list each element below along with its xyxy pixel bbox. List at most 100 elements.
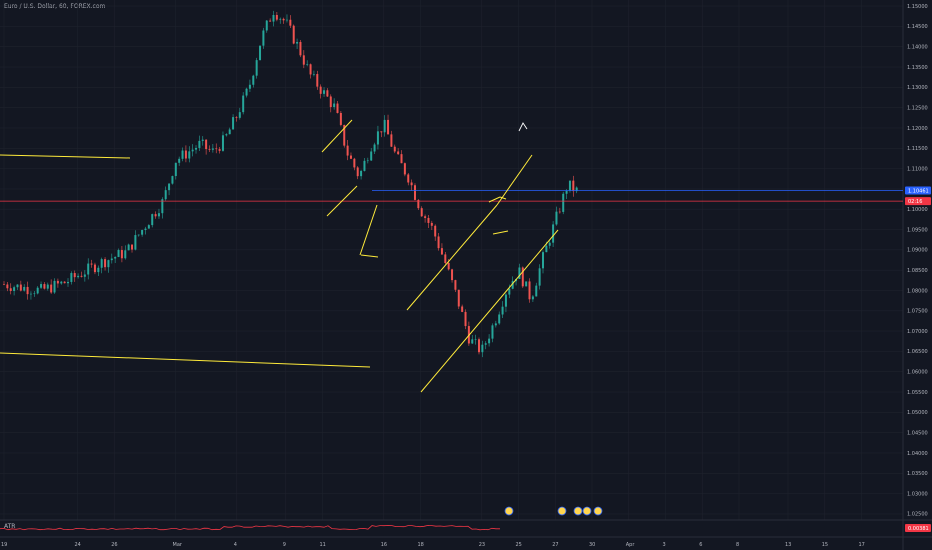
event-marker-icon [557,506,567,516]
candle-body [282,18,285,21]
candle-body [77,275,80,278]
candle-body [316,74,319,87]
y-tick-label: 1.12000 [907,126,928,132]
x-tick-label: 13 [785,542,791,548]
candle-body [484,343,487,345]
candle-body [339,112,342,125]
candle-body [562,193,565,212]
candle-body [545,245,548,253]
y-tick-label: 1.04500 [907,430,928,436]
candle-body [349,155,352,159]
candle-body [572,180,575,192]
y-tick-label: 1.09500 [907,227,928,233]
candle-body [558,211,561,213]
candle-body [107,260,110,268]
candle-body [548,242,551,246]
candle-body [575,187,578,192]
candle-body [53,280,56,293]
candle-body [56,280,59,284]
candle-body [360,170,363,177]
candle-body [117,250,120,257]
candle-body [373,144,376,152]
candle-body [211,148,214,150]
candle-body [19,284,22,291]
candle-body [525,281,528,287]
x-tick-label: 25 [516,542,522,548]
candle-body [141,230,144,235]
candle-body [413,185,416,200]
candle-body [323,90,326,94]
candle-body [181,150,184,159]
candle-body [420,208,423,217]
candle-body [309,64,312,75]
candle-body [252,75,255,85]
candle-body [407,174,410,183]
candle-body [471,339,474,344]
candle-body [488,338,491,344]
y-tick-label: 1.07000 [907,329,928,335]
candle-body [188,151,191,159]
candle-body [511,281,514,289]
y-tick-label: 1.03500 [907,471,928,477]
candle-body [245,88,248,96]
y-tick-label: 1.14000 [907,45,928,51]
candle-body [279,18,282,20]
candle-body [100,259,103,268]
y-tick-label: 1.07500 [907,309,928,315]
candle-body [366,160,369,162]
candle-body [376,131,379,145]
candle-body [491,325,494,339]
candle-body [235,117,238,118]
y-tick-label: 1.13000 [907,85,928,91]
hand-drawn-caret [518,122,528,132]
candle-body [127,244,130,251]
x-tick-label: 9 [283,542,286,548]
candle-body [370,151,373,161]
candle-body [161,199,164,214]
y-tick-label: 1.11500 [907,146,928,152]
candle-body [225,134,228,136]
candle-body [6,284,9,289]
candle-body [535,285,538,297]
candle-body [221,135,224,151]
candle-body [265,20,268,31]
candle-body [218,149,221,151]
trend-line [499,196,507,200]
y-tick-label: 1.03000 [907,491,928,497]
y-tick-label: 1.10000 [907,207,928,213]
x-tick-label: 23 [479,542,485,548]
candle-body [178,158,181,163]
y-tick-label: 1.05000 [907,410,928,416]
x-tick-label: 18 [418,542,424,548]
candle-body [477,339,480,353]
candle-body [427,217,430,223]
candle-body [461,306,464,312]
candle-body [73,273,76,278]
candle-body [326,90,329,97]
candle-body [87,263,90,275]
candle-body [454,280,457,290]
y-tick-label: 1.08000 [907,288,928,294]
candle-body [346,145,349,156]
atr-line [0,524,500,531]
candle-body [120,250,123,259]
candle-body [336,103,339,113]
candle-body [508,288,511,295]
candle-body [400,154,403,164]
candle-body [390,134,393,147]
trend-line [360,254,379,258]
candle-body [262,30,265,46]
candle-body [312,74,315,75]
candle-body [16,284,19,288]
trend-line [321,119,353,153]
candle-body [164,190,167,200]
y-tick-label: 1.05500 [907,390,928,396]
candle-body [434,225,437,237]
y-tick-label: 1.11000 [907,166,928,172]
event-marker-icon [593,506,603,516]
candle-body [504,294,507,307]
trend-line [496,154,533,206]
candle-body [60,281,63,284]
candle-body [552,224,555,243]
